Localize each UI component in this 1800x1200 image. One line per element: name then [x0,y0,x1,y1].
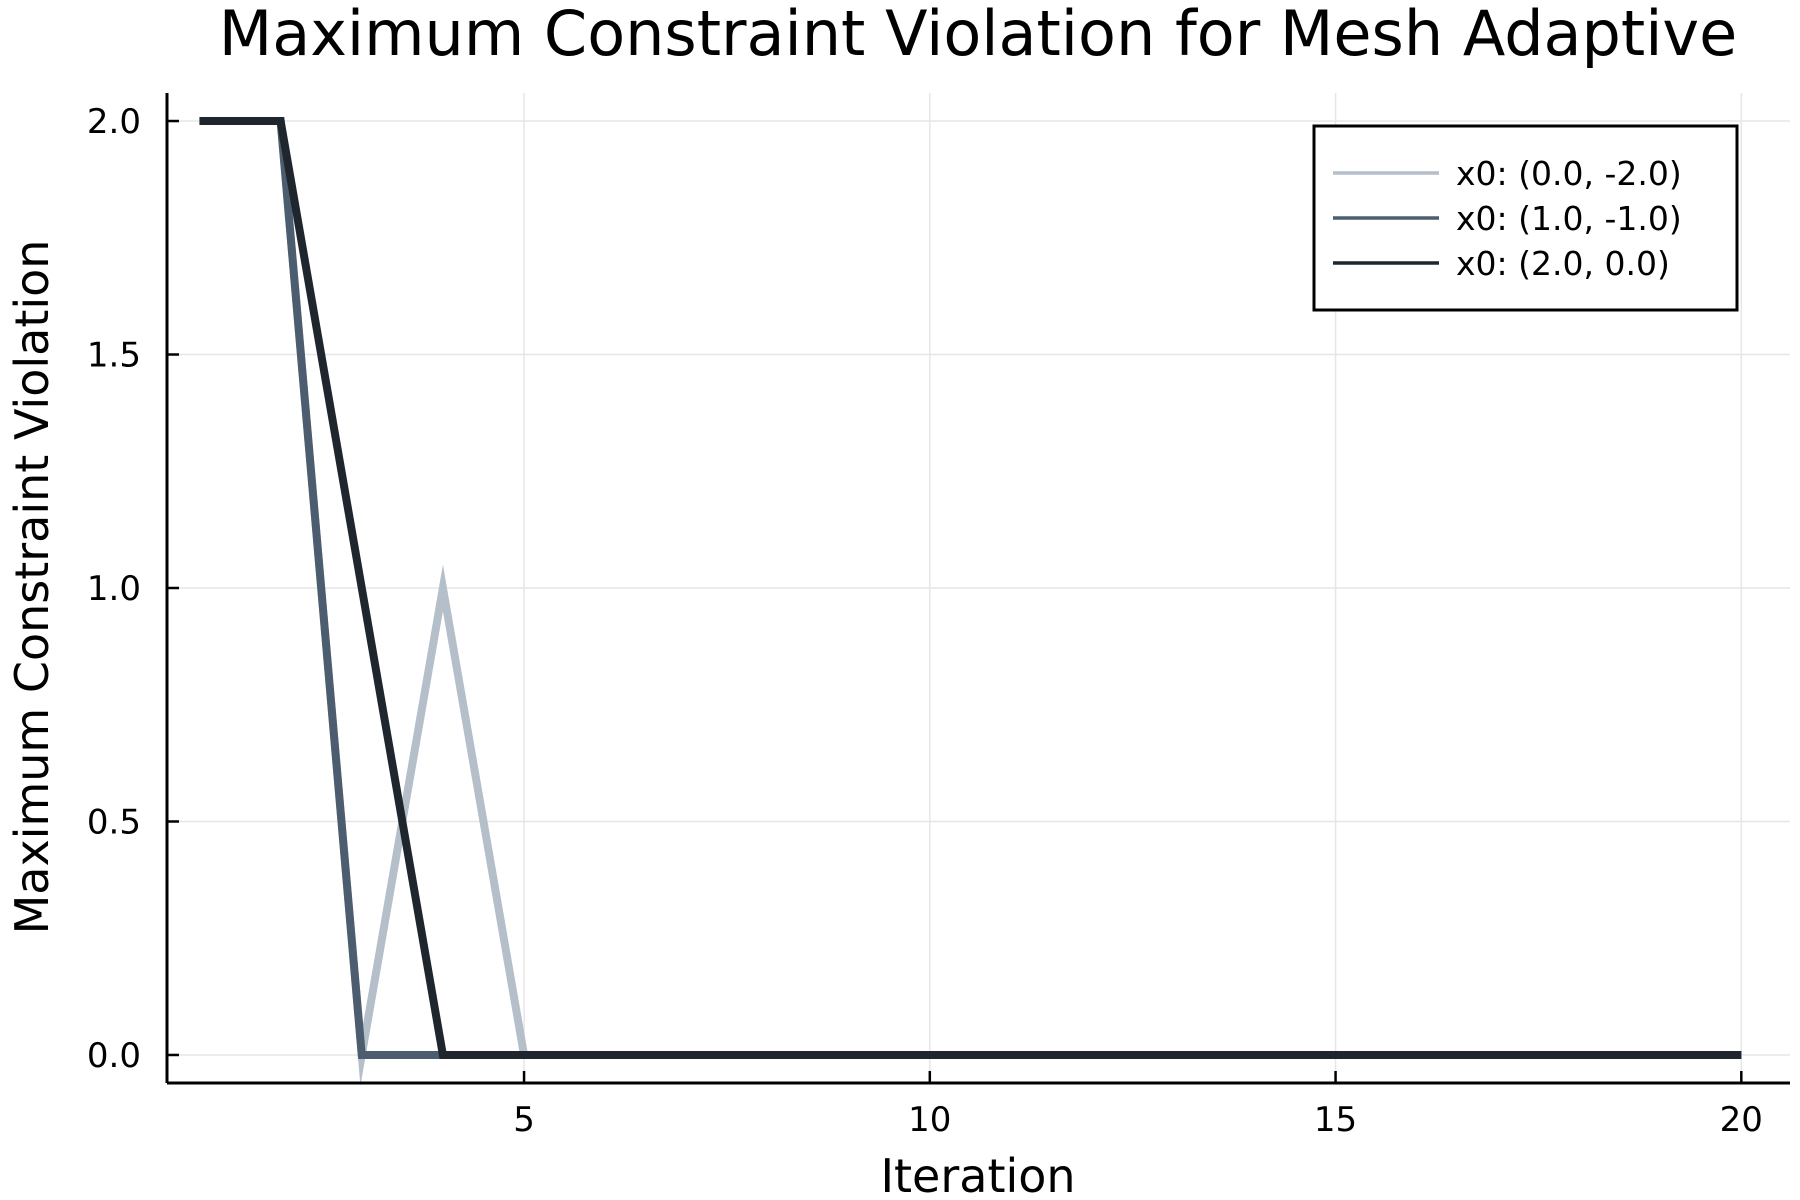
legend-label: x0: (0.0, -2.0) [1456,154,1682,193]
legend: x0: (0.0, -2.0) x0: (1.0, -1.0) x0: (2.0, … [1312,124,1739,312]
x-tick-label: 20 [1720,1100,1763,1140]
legend-label: x0: (2.0, 0.0) [1456,244,1670,283]
axes: 5 10 15 20 0.0 0.5 1.0 1.5 2.0 [87,93,1790,1140]
y-tick-label: 0.0 [87,1036,141,1076]
x-axis-label: Iteration [880,1149,1075,1200]
x-tick-label: 15 [1314,1100,1357,1140]
x-tick-label: 5 [513,1100,535,1140]
plot-series [199,117,1742,1086]
x-tick-label: 10 [908,1100,951,1140]
y-tick-label: 1.5 [87,336,141,376]
y-axis-label: Maximum Constraint Violation [5,240,59,935]
chart-title: Maximum Constraint Violation for Mesh Ad… [219,0,1738,70]
y-tick-label: 2.0 [87,102,141,142]
y-tick-label: 1.0 [87,569,141,609]
y-tick-label: 0.5 [87,802,141,842]
series-line-3 [199,117,1742,1059]
legend-label: x0: (1.0, -1.0) [1456,199,1682,238]
